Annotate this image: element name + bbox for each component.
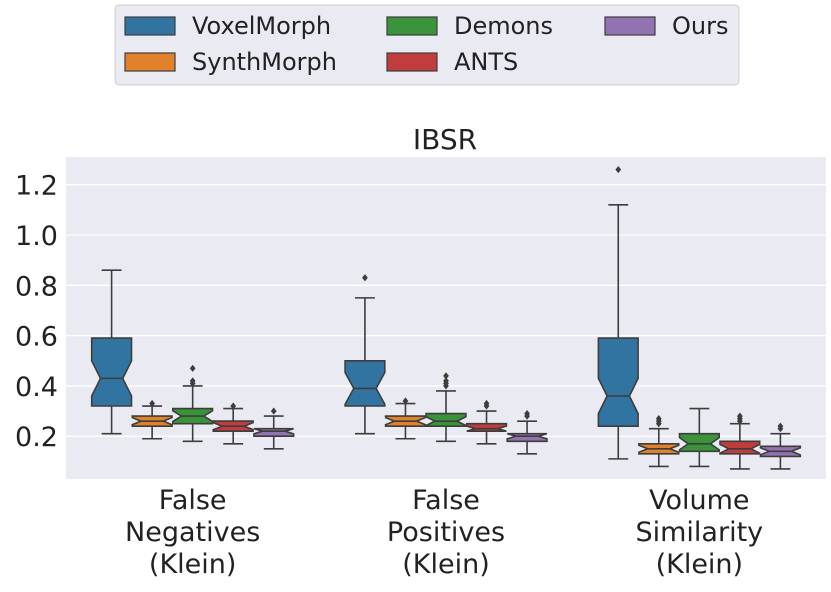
outlier-point xyxy=(189,377,196,385)
box-ants-2 xyxy=(465,399,508,445)
outlier-point xyxy=(615,165,622,174)
box-body xyxy=(719,440,761,455)
x-tick-label: Volume Similarity (Klein) xyxy=(635,485,763,580)
legend-swatch xyxy=(124,52,176,72)
outlier-point xyxy=(777,422,784,430)
outlier-point xyxy=(230,402,237,410)
box-ants-3 xyxy=(719,412,761,470)
legend-swatch xyxy=(386,16,438,36)
legend: VoxelMorph SynthMorph Demons ANTS Ours xyxy=(114,4,740,86)
box-synthmorph-3 xyxy=(638,415,680,468)
outlier-point xyxy=(189,364,196,372)
y-tick-label: 0.6 xyxy=(15,322,58,353)
box-demons-2 xyxy=(425,372,467,443)
legend-swatch xyxy=(604,16,656,36)
x-axis-ticks: False Negatives (Klein)False Positives (Klei… xyxy=(125,485,763,580)
box-demons-3 xyxy=(678,407,721,468)
x-tick-label-line: False xyxy=(412,485,480,516)
y-tick-label: 1.2 xyxy=(15,171,58,202)
legend-item-demons: Demons xyxy=(386,12,553,40)
box-ours-3 xyxy=(759,422,802,470)
x-tick-label-line: (Klein) xyxy=(656,549,744,580)
x-tick-label-line: Negatives xyxy=(125,517,260,548)
y-tick-label: 0.4 xyxy=(15,372,58,403)
box-ants-1 xyxy=(212,402,254,445)
legend-label: ANTS xyxy=(454,48,518,76)
legend-swatch xyxy=(386,52,438,72)
chart-title: IBSR xyxy=(413,123,477,156)
legend-label: VoxelMorph xyxy=(192,12,331,40)
box-voxelmorph-2 xyxy=(344,274,386,435)
legend-label: Ours xyxy=(672,12,728,40)
box-body xyxy=(597,337,639,428)
box-voxelmorph-1 xyxy=(90,269,133,435)
x-tick-label: False Positives (Klein) xyxy=(387,485,505,580)
y-tick-label: 1.0 xyxy=(15,221,58,252)
box-body xyxy=(253,427,295,438)
x-tick-label-line: False xyxy=(159,485,227,516)
legend-label: SynthMorph xyxy=(192,48,337,76)
x-tick-label-line: (Klein) xyxy=(149,549,237,580)
outlier-point xyxy=(149,399,156,408)
box-series xyxy=(90,165,802,470)
box-body xyxy=(344,359,386,407)
legend-item-voxelmorph: VoxelMorph xyxy=(124,12,331,40)
outlier-point xyxy=(524,409,530,418)
x-tick-label-line: Similarity xyxy=(635,517,763,548)
box-voxelmorph-3 xyxy=(597,165,639,460)
outlier-point xyxy=(270,407,277,415)
x-tick-label-line: Positives xyxy=(387,517,505,548)
box-ours-2 xyxy=(506,409,548,455)
legend-item-ours: Ours xyxy=(604,12,728,40)
x-tick-label-line: Volume xyxy=(649,485,749,516)
legend-frame xyxy=(114,4,740,86)
outlier-point xyxy=(655,415,662,423)
y-tick-label: 0.2 xyxy=(15,422,58,453)
outlier-point xyxy=(483,399,490,408)
outlier-point xyxy=(362,274,368,282)
legend-item-synthmorph: SynthMorph xyxy=(124,48,337,76)
box-body xyxy=(90,337,133,407)
box-body xyxy=(425,412,467,428)
x-tick-label: False Negatives (Klein) xyxy=(125,485,260,580)
box-body xyxy=(678,432,721,453)
legend-item-ants: ANTS xyxy=(386,48,518,76)
x-tick-label-line: (Klein) xyxy=(402,549,490,580)
y-tick-label: 0.8 xyxy=(15,271,58,302)
y-axis-ticks: 0.2 0.4 0.6 0.8 1.0 1.2 xyxy=(15,171,58,454)
box-body xyxy=(506,432,548,443)
box-synthmorph-1 xyxy=(131,399,173,440)
outlier-point xyxy=(402,397,409,405)
box-synthmorph-2 xyxy=(384,397,427,440)
box-body xyxy=(465,422,508,433)
legend-swatch xyxy=(124,16,176,36)
outlier-point xyxy=(443,377,449,385)
legend-label: Demons xyxy=(454,12,553,40)
outlier-point xyxy=(736,412,743,420)
outlier-point xyxy=(443,372,449,380)
box-ours-1 xyxy=(253,407,295,450)
